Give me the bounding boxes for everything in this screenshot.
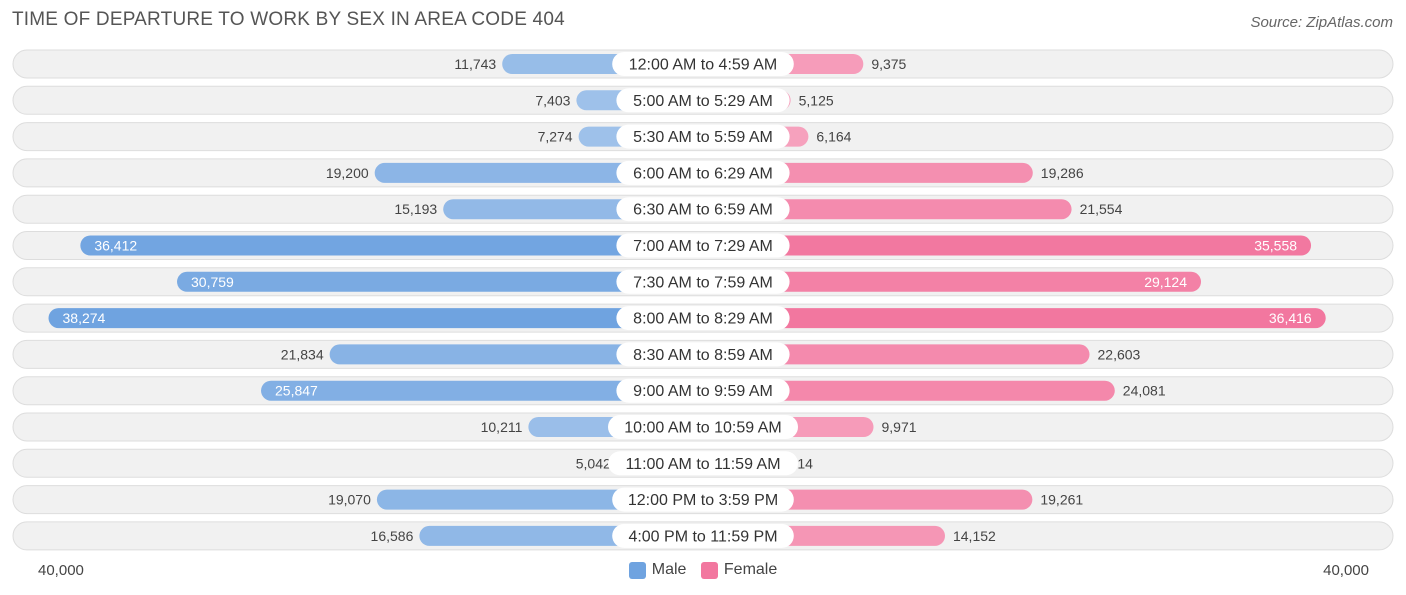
category-label: 7:00 AM to 7:29 AM (633, 238, 773, 255)
chart-title: TIME OF DEPARTURE TO WORK BY SEX IN AREA… (12, 9, 565, 30)
value-label-female: 19,286 (1041, 165, 1084, 181)
category-pill (616, 378, 790, 403)
bar-female (703, 271, 1202, 292)
category-pill (616, 124, 790, 149)
value-label-male: 10,211 (481, 419, 523, 435)
value-label-male: 16,586 (371, 528, 414, 544)
category-pill (616, 197, 790, 222)
value-label-male: 7,403 (535, 92, 570, 108)
category-pill (616, 160, 790, 185)
legend-item-male: Male (628, 561, 687, 579)
category-pill (616, 233, 790, 258)
category-label: 4:00 PM to 11:59 PM (628, 528, 777, 545)
category-pill (616, 88, 790, 113)
axis-left-label: 40,000 (38, 562, 84, 579)
bar-male (177, 271, 703, 292)
value-label-female: 5,125 (799, 92, 834, 108)
category-label: 7:30 AM to 7:59 AM (633, 274, 773, 291)
bar-female (703, 344, 1090, 365)
category-label: 5:00 AM to 5:29 AM (633, 93, 773, 110)
value-label-female: 35,558 (1254, 238, 1297, 254)
axis-right-label: 40,000 (1323, 562, 1369, 579)
category-label: 6:30 AM to 6:59 AM (633, 202, 773, 219)
value-label-male: 11,743 (454, 56, 496, 72)
category-pill (616, 306, 790, 331)
bar-male (329, 344, 703, 365)
value-label-female: 14,152 (953, 528, 996, 544)
value-label-male: 30,759 (191, 274, 234, 290)
value-label-female: 24,081 (1123, 383, 1166, 399)
bar-male (80, 235, 703, 256)
value-label-female: 29,124 (1144, 274, 1187, 290)
category-pill (616, 269, 790, 294)
category-label: 11:00 AM to 11:59 AM (625, 456, 780, 473)
legend-swatch-female (700, 561, 718, 579)
value-label-female: 19,261 (1040, 492, 1083, 508)
value-label-male: 21,834 (281, 346, 324, 362)
category-pill (612, 52, 794, 76)
value-label-male: 25,847 (275, 383, 318, 399)
value-label-male: 5,042 (576, 455, 611, 471)
category-label: 8:00 AM to 8:29 AM (633, 311, 773, 328)
legend-swatch-male (628, 561, 646, 579)
value-label-male: 7,274 (538, 129, 573, 145)
legend-label-female: Female (723, 561, 778, 578)
value-label-male: 15,193 (394, 201, 437, 217)
bar-female (703, 380, 1115, 401)
value-label-male: 36,412 (94, 238, 137, 254)
category-label: 8:30 AM to 8:59 AM (633, 347, 773, 364)
value-label-female: 9,375 (871, 56, 906, 72)
value-label-female: 22,603 (1098, 346, 1141, 362)
category-label: 9:00 AM to 9:59 AM (633, 383, 773, 400)
value-label-male: 38,274 (63, 310, 106, 326)
category-pill (608, 451, 798, 476)
category-label: 12:00 AM to 4:59 AM (629, 57, 778, 74)
legend-label-male: Male (651, 561, 687, 578)
value-label-female: 6,164 (816, 129, 851, 145)
category-label: 10:00 AM to 10:59 AM (624, 420, 781, 437)
legend: Male Female (0, 561, 1406, 584)
bar-female (703, 235, 1312, 256)
bar-male (48, 308, 704, 329)
category-label: 6:00 AM to 6:29 AM (633, 165, 773, 182)
bar-female (703, 199, 1072, 220)
value-label-male: 19,070 (328, 492, 371, 508)
source-note: Source: ZipAtlas.com (1250, 14, 1393, 31)
legend-item-female: Female (700, 561, 778, 579)
category-pill (612, 487, 794, 512)
bar-male (261, 380, 703, 401)
bar-female (703, 308, 1326, 329)
value-label-female: 21,554 (1080, 201, 1123, 217)
category-label: 5:30 AM to 5:59 AM (633, 129, 773, 146)
category-pill (608, 415, 798, 439)
category-pill (616, 342, 790, 367)
category-pill (612, 523, 794, 548)
value-label-female: 9,971 (882, 419, 917, 435)
value-label-female: 36,416 (1269, 310, 1312, 326)
category-label: 12:00 PM to 3:59 PM (628, 492, 778, 509)
value-label-male: 19,200 (326, 165, 369, 181)
